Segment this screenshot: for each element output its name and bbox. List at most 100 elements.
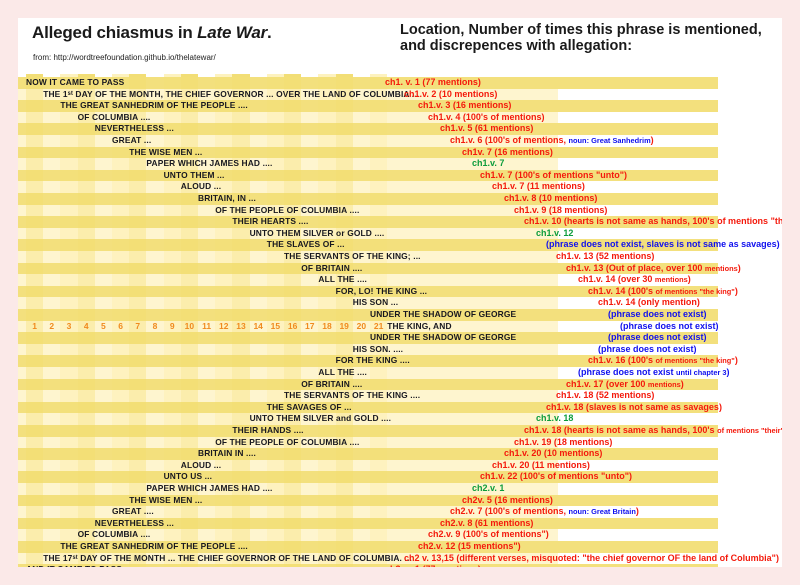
column-number-11: 11 [202,320,212,331]
column-number-9: 9 [169,320,175,331]
verse-annotation: ch1.v. 14 (over 30 mentions) [578,274,691,286]
chiasmus-body: NOW IT CAME TO PASS ch1. v. 1 (77 mention… [18,74,782,567]
row-band [18,77,718,89]
annotation-segment: ) [680,378,684,389]
annotation-segment: ch1.v. 7 [472,158,505,169]
row-band [18,204,558,217]
annotation-segment: ch1.v. 5 (61 mentions) [440,123,534,134]
verse-annotation: ch1.v. 13 (Out of place, over 100 mentio… [566,263,741,275]
chiasmus-phrase: OF COLUMBIA .... [77,529,151,540]
verse-annotation: ch1.v. 8 (10 mentions) [504,193,597,205]
annotation-segment: ch1.v. 18 (hearts is not same as hands, … [524,425,718,435]
annotation-segment: ch2.v. 1 [472,483,505,493]
annotation-segment: ) [734,355,738,366]
annotation-segment: ch1.v. 20 (11 mentions) [492,459,590,470]
chart-header: Alleged chiasmus in Late War. from: http… [18,18,782,74]
chiasmus-phrase: THE 1ˢᵗ DAY OF THE MONTH, THE CHIEF GOVE… [43,88,420,99]
chiasmus-phrase: GREAT ... [112,135,152,145]
chiasmus-phrase: AND IT CAME TO PASS ... [26,564,132,567]
verse-annotation: (phrase does not exist) [598,344,697,356]
row-band [18,332,718,344]
annotation-segment: ch2.v. 9 (100's of mentions") [428,529,549,540]
right-column-title: Location, Number of times this phrase is… [400,22,762,54]
chiasmus-phrase: ALL THE .... [318,274,368,285]
chiasmus-chart-sheet: Alleged chiasmus in Late War. from: http… [18,18,782,567]
row-band [18,459,558,472]
page-title-pre: Alleged chiasmus in [32,23,198,42]
chiasmus-phrase: FOR THE KING .... [335,355,410,366]
annotation-segment: ch1.v. 19 (18 mentions) [514,436,613,447]
chiasmus-phrase: OF THE PEOPLE OF COLUMBIA .... [215,436,360,447]
annotation-segment: ch1.v. 18 (52 mentions) [556,390,655,401]
annotation-segment: ch1.v. 8 (10 mentions) [504,193,598,203]
annotation-segment: ch2.v. 12 (15 mentions") [418,541,521,551]
row-band [18,506,558,518]
column-number-15: 15 [270,320,281,331]
annotation-segment: ch1.v. 20 (10 mentions) [504,448,603,459]
verse-annotation: ch1.v. 7 [472,158,504,170]
chiasmus-phrase: THE KING, AND [387,320,452,331]
row-band [18,297,558,309]
annotation-segment: ch1.v. 14 (100's [588,285,656,296]
chiasmus-phrase: UNTO THEM SILVER or GOLD .... [249,227,385,238]
chiasmus-phrase: UNTO THEM ... [163,169,225,180]
page-title-emphasis: Late War [197,23,267,42]
annotation-segment: until chapter 3 [676,368,727,377]
verse-annotation: ch1.v. 14 (only mention) [598,297,700,309]
chiasmus-phrase: PAPER WHICH JAMES HAD .... [146,483,273,493]
row-band [18,285,718,298]
chiasmus-phrase: UNTO THEM SILVER and GOLD .... [249,413,392,424]
annotation-segment: noun: Great Sanhedrim [568,136,651,145]
chiasmus-phrase: UNDER THE SHADOW OF GEORGE [370,332,517,343]
annotation-segment: ) [635,506,639,517]
annotation-segment: mentions [704,263,738,273]
row-band [18,529,558,541]
verse-annotation: (phrase does not exist) [620,321,719,333]
verse-annotation: (phrase does not exist) [608,309,707,321]
column-number-12: 12 [219,320,229,331]
row-band [18,390,558,402]
row-band [18,135,558,147]
verse-annotation: ch3. v. 1 (77 mentions) [385,564,481,567]
annotation-segment: ) [687,274,691,285]
annotation-segment: of mentions "the king" [655,286,735,296]
verse-annotation: ch1.v. 6 (100's of mentions, noun: Great… [450,135,654,147]
chiasmus-phrase: THE SERVANTS OF THE KING .... [284,390,421,401]
annotation-segment: ) [734,285,738,296]
verse-annotation: ch2v. 5 (16 mentions) [462,495,553,507]
verse-annotation: (phrase does not exist until chapter 3) [578,367,730,379]
verse-annotation: ch2.v. 9 (100's of mentions") [428,529,549,541]
column-number-20: 20 [356,320,367,331]
row-band [18,169,718,182]
row-band [18,100,718,112]
column-number-17: 17 [305,320,315,331]
verse-annotation: ch2 v. 13,15 (different verses, misquote… [404,553,779,565]
chiasmus-phrase: OF BRITAIN .... [301,378,363,389]
page-title: Alleged chiasmus in Late War. [32,23,272,43]
annotation-segment: of mentions "their" [717,426,782,435]
annotation-segment: mentions [654,275,688,285]
verse-annotation: ch1.v. 18 (52 mentions) [556,390,654,402]
row-band [18,343,558,356]
verse-annotation: ch2.v. 7 (100's of mentions, noun: Great… [450,506,639,518]
row-band [18,88,558,101]
row-band [18,378,718,391]
annotation-segment: (phrase does not exist, slaves is not sa… [546,239,780,250]
column-number-4: 4 [83,320,89,331]
chiasmus-phrase: ALOUD ... [180,459,222,470]
column-number-13: 13 [236,320,246,331]
verse-annotation: ch1.v. 18 (slaves is not same as savages… [546,402,722,414]
column-number-7: 7 [135,320,141,331]
column-number-row: 1 2 3 4 5 6 7 8 9 10 11 12 13 14 15 16 17 18 19 20 21 [18,321,782,335]
annotation-segment: ch1v. 7 (16 mentions) [462,146,553,157]
chiasmus-phrase: UNDER THE SHADOW OF GEORGE [370,309,517,319]
verse-annotation: ch2.v. 12 (15 mentions") [418,541,521,553]
verse-annotation: (phrase does not exist, slaves is not sa… [546,239,780,251]
annotation-segment: ch1.v. 7 (11 mentions) [492,181,585,192]
source-url[interactable]: from: http://wordtreefoundation.github.i… [33,53,216,62]
row-band [18,320,558,333]
row-band [18,123,718,135]
column-number-16: 16 [287,320,298,331]
row-band [18,158,558,170]
verse-annotation: ch1.v. 20 (10 mentions) [504,448,602,460]
